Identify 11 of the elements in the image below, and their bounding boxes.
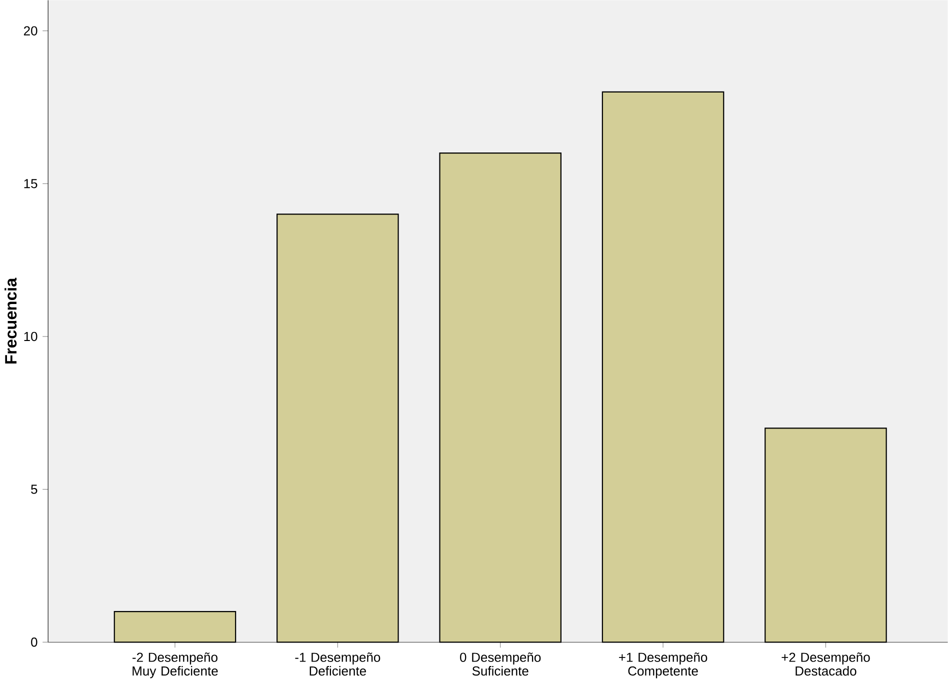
y-tick-label: 0 [31, 638, 38, 647]
x-tick-label: +2 Desempeño Destacado [782, 652, 870, 676]
x-tick-label: 0 Desempeño Suficiente [460, 652, 541, 676]
y-tick-label: 20 [24, 26, 38, 36]
x-tick-label: +1 Desempeño Competente [619, 652, 708, 678]
y-tick-label: 10 [24, 332, 38, 342]
x-tick-label: -2 Desempeño Muy Deficiente [132, 652, 218, 678]
x-tick-label: -1 Desempeño Deficiente [295, 652, 380, 676]
y-tick-label: 5 [31, 484, 38, 494]
y-axis-title: Frecuencia [4, 278, 17, 364]
y-tick-label: 15 [24, 179, 38, 188]
